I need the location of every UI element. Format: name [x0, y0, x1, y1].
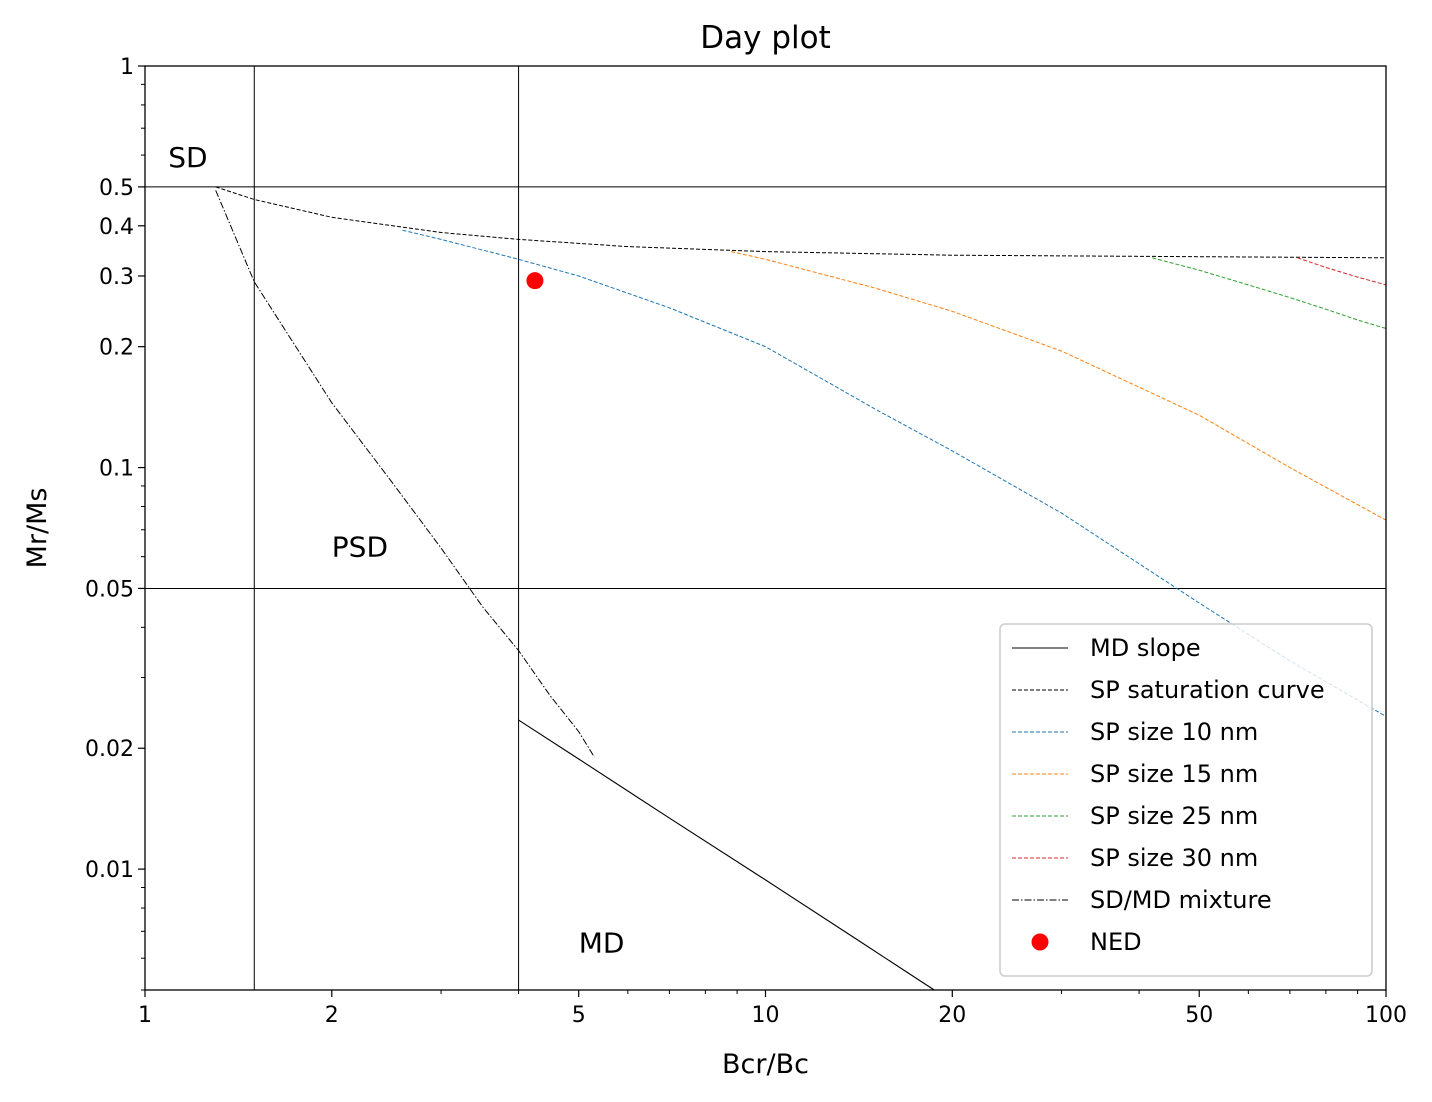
- x-tick-label: 50: [1185, 1003, 1213, 1028]
- legend-label: NED: [1090, 928, 1142, 956]
- axis-ticks: 1 2 5 10 20 50 100 0.01 0.02 0.05 0.1 0.2 0.3 0.4 0.5 1: [85, 55, 1407, 1028]
- x-tick-label: 2: [325, 1003, 339, 1028]
- x-tick-label: 20: [938, 1003, 966, 1028]
- chart-title: Day plot: [700, 20, 830, 56]
- legend-label: SP saturation curve: [1090, 676, 1325, 704]
- legend-label: SP size 30 nm: [1090, 844, 1258, 872]
- region-label-psd: PSD: [332, 531, 388, 564]
- series-line-sp-size-15-nm: [730, 251, 1387, 521]
- series-line-md-slope: [518, 719, 935, 991]
- x-tick-label: 1: [138, 1003, 152, 1028]
- series-line-sp-size-25-nm: [1152, 257, 1387, 329]
- region-label-sd: SD: [168, 141, 207, 174]
- legend-box: [999, 623, 1373, 977]
- x-tick-label: 100: [1365, 1003, 1407, 1028]
- y-tick-label: 0.2: [99, 336, 134, 361]
- legend-marker-icon: [1031, 933, 1049, 951]
- y-tick-label: 0.05: [85, 577, 134, 602]
- y-tick-label: 1: [120, 55, 134, 80]
- x-tick-label: 5: [572, 1003, 586, 1028]
- y-tick-label: 0.01: [85, 858, 134, 883]
- region-labels: SD PSD MD: [168, 141, 624, 959]
- legend-label: SP size 15 nm: [1090, 760, 1258, 788]
- legend-label: SD/MD mixture: [1090, 886, 1272, 914]
- region-boundaries: [145, 66, 1386, 990]
- series-line-sp-size-30-nm: [1297, 257, 1387, 286]
- series-line-sp-size-10-nm: [402, 229, 1387, 717]
- y-axis-title: Mr/Ms: [22, 488, 53, 569]
- y-tick-label: 0.4: [99, 215, 134, 240]
- legend: MD slope SP saturation curve SP size 10 nm…: [999, 623, 1373, 977]
- legend-label: SP size 10 nm: [1090, 718, 1258, 746]
- region-label-md: MD: [579, 926, 625, 959]
- series-layer: [215, 186, 1387, 991]
- x-tick-label: 10: [752, 1003, 780, 1028]
- data-point-ned: [526, 272, 544, 290]
- series-line-sd-md-mixture: [215, 190, 595, 758]
- legend-label: MD slope: [1090, 634, 1201, 662]
- legend-label: SP size 25 nm: [1090, 802, 1258, 830]
- x-axis-title: Bcr/Bc: [722, 1049, 809, 1080]
- y-tick-label: 0.02: [85, 737, 134, 762]
- y-tick-label: 0.1: [99, 457, 134, 482]
- series-line-sp-saturation-curve: [215, 186, 1387, 259]
- y-tick-label: 0.3: [99, 265, 134, 290]
- y-tick-label: 0.5: [99, 176, 134, 201]
